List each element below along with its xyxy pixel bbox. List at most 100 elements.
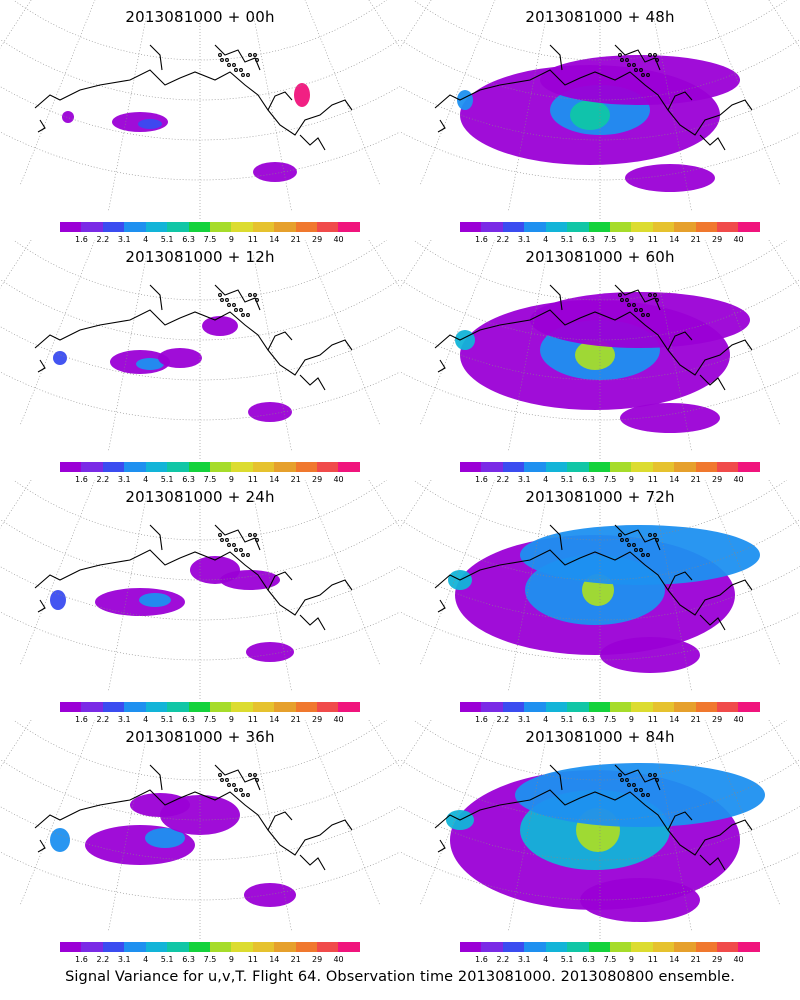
map-panel: 2013081000 + 48h 1.6 2.2 3.1 4 5.1 6.3 7.5 9 11 14…	[400, 0, 800, 244]
colorbar-swatch	[60, 462, 82, 472]
colorbar-swatch	[274, 702, 296, 712]
colorbar-label: 4	[543, 475, 549, 484]
variance-blob	[244, 883, 296, 907]
colorbar-labels: 1.6 2.2 3.1 4 5.1 6.3 7.5 9 11 14 21 29 40	[460, 475, 760, 485]
colorbar-label: 3.1	[517, 955, 531, 964]
colorbar-label: 1.6	[75, 955, 88, 964]
colorbar-label: 2.2	[496, 955, 510, 964]
colorbar-label: 1.6	[475, 955, 488, 964]
colorbar-label: 5.1	[160, 475, 174, 484]
colorbar-swatch	[338, 942, 360, 952]
colorbar	[460, 942, 760, 952]
variance-map	[400, 0, 800, 220]
colorbar-swatch	[545, 702, 568, 712]
colorbar-swatch	[652, 222, 675, 232]
colorbar-label: 6.3	[582, 715, 595, 724]
colorbar-label: 14	[669, 235, 680, 244]
colorbar-swatch	[274, 222, 296, 232]
colorbar-swatch	[588, 942, 610, 952]
colorbar-swatch	[652, 702, 675, 712]
colorbar-label: 14	[669, 955, 680, 964]
colorbar-swatch	[338, 462, 360, 472]
colorbar-swatch	[317, 462, 339, 472]
colorbar-swatch	[717, 222, 739, 232]
colorbar-label: 14	[269, 475, 280, 484]
variance-contours	[455, 292, 750, 433]
colorbar-label: 4	[143, 475, 149, 484]
colorbar-swatch	[252, 462, 275, 472]
colorbar-swatch	[631, 222, 653, 232]
colorbar-swatch	[652, 942, 675, 952]
variance-blob	[575, 340, 615, 370]
colorbar-label: 1.6	[475, 475, 488, 484]
colorbar-label: 5.1	[160, 955, 174, 964]
colorbar-swatch	[102, 222, 125, 232]
colorbar-swatch	[145, 942, 168, 952]
colorbar-swatch	[717, 462, 739, 472]
colorbar-label: 4	[143, 235, 149, 244]
colorbar-swatch	[460, 942, 482, 952]
colorbar-label: 5.1	[160, 715, 174, 724]
colorbar-label: 3.1	[517, 235, 531, 244]
colorbar-label: 21	[690, 475, 701, 484]
colorbar-label: 4	[543, 235, 549, 244]
map-panel: 2013081000 + 84h 1.6 2.2 3.1 4 5.1 6.3 7.5 9 11 14…	[400, 720, 800, 964]
variance-contours	[446, 763, 765, 922]
colorbar-swatch	[524, 702, 546, 712]
variance-blob	[202, 316, 238, 336]
colorbar-label: 21	[690, 235, 701, 244]
colorbar-swatch	[717, 942, 739, 952]
colorbar-label: 5.1	[560, 475, 574, 484]
variance-map	[0, 240, 400, 460]
colorbar-swatch	[588, 462, 610, 472]
colorbar-label: 40	[333, 715, 344, 724]
colorbar-swatch	[252, 702, 275, 712]
variance-blob	[145, 828, 185, 848]
colorbar-label: 14	[269, 235, 280, 244]
colorbar-label: 7.5	[603, 955, 617, 964]
colorbar	[460, 702, 760, 712]
variance-blob	[600, 637, 700, 673]
colorbar-label: 11	[247, 475, 258, 484]
colorbar-swatch	[231, 942, 253, 952]
colorbar-swatch	[209, 222, 232, 232]
colorbar-swatch	[588, 702, 610, 712]
colorbar-swatch	[609, 462, 632, 472]
colorbar-label: 6.3	[182, 955, 195, 964]
colorbar-swatch	[545, 942, 568, 952]
colorbar-label: 7.5	[203, 235, 217, 244]
colorbar-swatch	[609, 222, 632, 232]
colorbar-swatch	[567, 702, 589, 712]
colorbar-swatch	[695, 702, 718, 712]
colorbar-swatch	[145, 702, 168, 712]
variance-map	[0, 480, 400, 700]
colorbar-swatch	[167, 222, 189, 232]
colorbar-label: 6.3	[582, 235, 595, 244]
colorbar-swatch	[102, 942, 125, 952]
panel-title: 2013081000 + 84h	[525, 728, 675, 746]
variance-map	[400, 240, 800, 460]
variance-contours	[457, 55, 740, 192]
colorbar-label: 9	[628, 235, 634, 244]
colorbar-swatch	[502, 702, 525, 712]
colorbar-label: 21	[290, 955, 301, 964]
map-panel: 2013081000 + 60h 1.6 2.2 3.1 4 5.1 6.3 7.5 9 11 14…	[400, 240, 800, 484]
colorbar-label: 40	[333, 475, 344, 484]
colorbar-swatch	[588, 222, 610, 232]
colorbar-swatch	[524, 462, 546, 472]
colorbar-swatch	[481, 462, 503, 472]
colorbar-swatch	[102, 462, 125, 472]
colorbar-label: 11	[647, 955, 658, 964]
colorbar	[60, 222, 360, 232]
colorbar-swatch	[738, 702, 760, 712]
colorbar-label: 29	[712, 475, 723, 484]
colorbar-swatch	[295, 462, 318, 472]
colorbar-swatch	[695, 462, 718, 472]
colorbar-label: 2.2	[96, 475, 110, 484]
colorbar-label: 7.5	[603, 475, 617, 484]
graticule	[400, 480, 800, 700]
colorbar-labels: 1.6 2.2 3.1 4 5.1 6.3 7.5 9 11 14 21 29 40	[460, 955, 760, 965]
colorbar-label: 29	[712, 955, 723, 964]
colorbar-label: 4	[143, 955, 149, 964]
colorbar-swatch	[167, 462, 189, 472]
